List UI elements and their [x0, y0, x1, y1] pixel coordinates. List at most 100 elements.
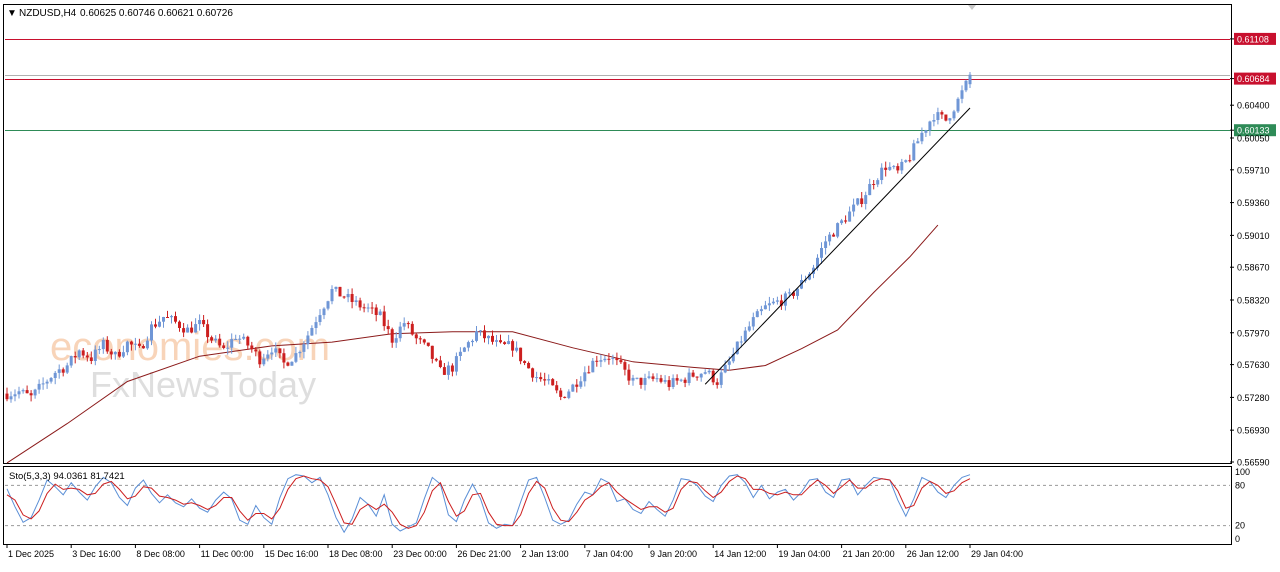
candle — [105, 336, 109, 354]
candle — [695, 376, 699, 381]
candle-body — [37, 383, 41, 390]
candle — [960, 85, 964, 104]
candle — [519, 347, 523, 365]
candle-body — [828, 234, 832, 242]
candle-body — [398, 326, 402, 339]
candle-body — [747, 326, 751, 331]
candle — [820, 242, 823, 264]
candle — [952, 109, 956, 121]
candle-body — [438, 360, 442, 367]
candle — [17, 386, 21, 399]
candle-body — [691, 372, 695, 377]
candle-body — [699, 373, 703, 378]
candle — [370, 302, 374, 314]
candle-body — [507, 341, 511, 344]
candle — [438, 355, 442, 369]
candle-body — [856, 198, 860, 205]
candle — [49, 377, 53, 384]
candle — [567, 389, 571, 400]
candle-body — [483, 330, 486, 339]
candle-body — [382, 311, 386, 327]
candle — [410, 321, 414, 336]
candle — [559, 387, 563, 401]
candle-body — [346, 294, 350, 298]
candle-body — [306, 335, 310, 345]
candle — [454, 352, 458, 376]
candle — [603, 355, 607, 363]
candle-body — [639, 377, 643, 385]
candle — [133, 337, 137, 351]
price-badge-label: 0.61108 — [1237, 34, 1269, 44]
candle-body — [872, 184, 876, 185]
main-pane-frame — [3, 4, 1232, 464]
candle-body — [832, 234, 836, 237]
candle-body — [944, 114, 948, 121]
candle — [406, 321, 410, 329]
x-tick-label: 7 Jan 04:00 — [586, 549, 633, 559]
candle-body — [615, 357, 619, 361]
candle — [707, 369, 711, 375]
candle — [222, 342, 226, 350]
candle-body — [599, 360, 603, 362]
candle — [258, 349, 262, 368]
candle-body — [667, 380, 671, 387]
candle-body — [378, 311, 382, 315]
candle-body — [302, 344, 306, 352]
candle-body — [719, 372, 723, 385]
candle — [206, 319, 210, 343]
candle — [174, 311, 177, 324]
candle — [844, 215, 848, 224]
candle-body — [418, 338, 422, 340]
scroll-marker-icon[interactable] — [968, 5, 976, 10]
candle — [358, 297, 362, 311]
candle — [759, 305, 763, 316]
watermark-line2: FxNewsToday — [90, 364, 316, 405]
candle — [659, 374, 663, 384]
candle-body — [587, 372, 591, 374]
candle-body — [13, 394, 17, 397]
candle-body — [390, 329, 394, 343]
candle — [631, 374, 635, 386]
candle-body — [487, 335, 490, 339]
horizontal-levels — [5, 39, 1230, 131]
price-badge-label: 0.60133 — [1237, 126, 1270, 136]
candle-body — [475, 331, 478, 341]
candle-body — [246, 336, 250, 346]
candle — [202, 315, 206, 327]
candle-body — [920, 132, 924, 142]
candle — [763, 300, 767, 310]
candle — [318, 309, 322, 326]
candle-body — [270, 352, 274, 355]
candle — [515, 341, 519, 353]
stochastic-label: Sto(5,3,3) 94.0361 81.7421 — [9, 471, 125, 482]
candle — [266, 350, 270, 362]
candle — [483, 325, 486, 343]
candle — [571, 383, 575, 392]
candle-body — [442, 367, 446, 375]
candle-body — [723, 364, 727, 373]
collapse-arrow-icon[interactable]: ▼ — [7, 8, 17, 19]
candle — [924, 129, 928, 137]
candle-body — [948, 118, 952, 121]
candle-body — [45, 381, 49, 384]
candle-body — [190, 327, 194, 333]
candle-body — [551, 379, 555, 386]
candle-body — [900, 161, 904, 171]
candle — [154, 318, 157, 329]
candlestick-series — [5, 72, 972, 403]
candle-body — [214, 338, 218, 341]
candle — [587, 365, 591, 374]
candle-body — [326, 301, 330, 309]
candle — [89, 351, 93, 365]
candle-body — [523, 361, 527, 363]
candle — [29, 390, 33, 402]
candle-body — [960, 90, 964, 99]
candle-body — [707, 370, 711, 373]
candle-body — [414, 334, 418, 339]
candle-body — [627, 369, 631, 381]
candle — [888, 162, 892, 171]
candle — [944, 114, 948, 122]
candle-body — [85, 355, 89, 358]
candle-body — [808, 273, 811, 280]
